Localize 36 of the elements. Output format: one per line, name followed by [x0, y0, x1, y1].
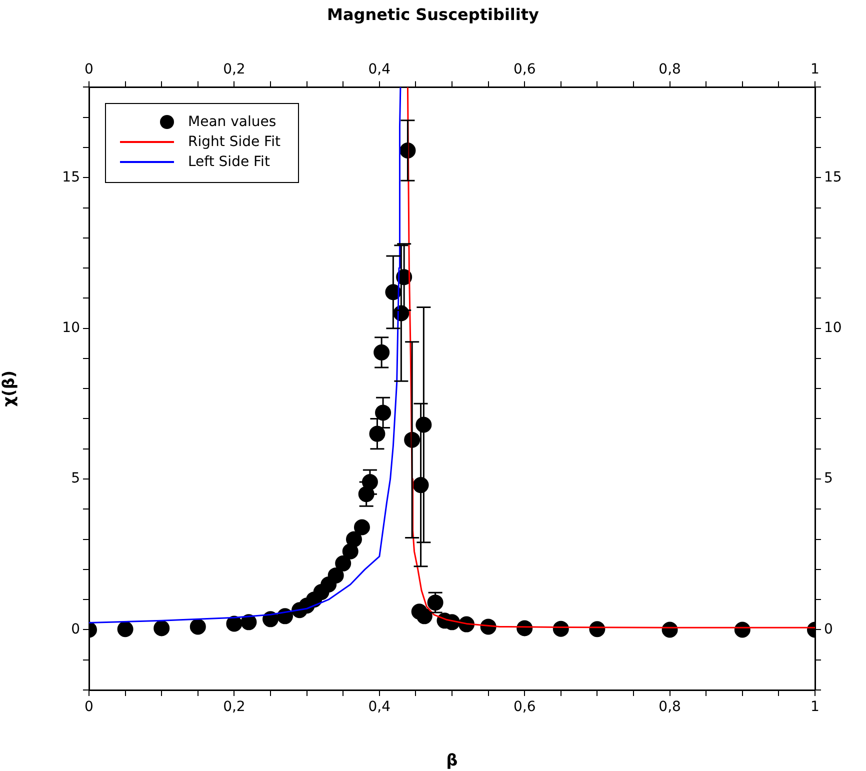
point: [416, 608, 432, 624]
x-tick-label: 0,6: [513, 699, 536, 716]
point: [154, 620, 170, 636]
point: [240, 614, 257, 630]
point: [117, 621, 134, 638]
x2-tick-label: 1: [810, 61, 820, 78]
y2-tick-label: 5: [824, 470, 833, 487]
legend-label: Right Side Fit: [188, 133, 280, 152]
point: [190, 618, 206, 635]
x-tick-label: 1: [810, 699, 820, 716]
y-tick-label: 0: [71, 621, 80, 638]
x2-tick-label: 0: [84, 61, 94, 78]
x2-tick-label: 0,8: [658, 61, 681, 78]
x2-tick-label: 0,6: [513, 61, 536, 78]
x-tick-label: 0,4: [368, 699, 391, 716]
y2-tick-label: 10: [824, 320, 842, 336]
legend-label: Mean values: [188, 113, 276, 132]
point: [328, 567, 344, 584]
x2-tick-label: 0,4: [368, 61, 391, 78]
y-axis-title: χ(β): [0, 370, 18, 407]
legend-label: Left Side Fit: [188, 153, 270, 172]
x-axis-title: β: [446, 750, 458, 770]
x-tick-label: 0: [84, 699, 94, 716]
y-tick-label: 5: [71, 470, 80, 487]
y-tick-label: 10: [62, 320, 80, 336]
point: [335, 555, 352, 572]
y2-tick-label: 15: [824, 169, 842, 186]
y2-tick-label: 0: [824, 621, 833, 638]
y-tick-label: 15: [62, 169, 80, 186]
point: [346, 531, 362, 548]
chart-title: Magnetic Susceptibility: [327, 4, 540, 24]
x2-tick-label: 0,2: [223, 61, 246, 78]
point: [226, 616, 242, 632]
point: [354, 519, 370, 536]
x-tick-label: 0,2: [223, 699, 246, 716]
x-tick-label: 0,8: [658, 699, 681, 716]
